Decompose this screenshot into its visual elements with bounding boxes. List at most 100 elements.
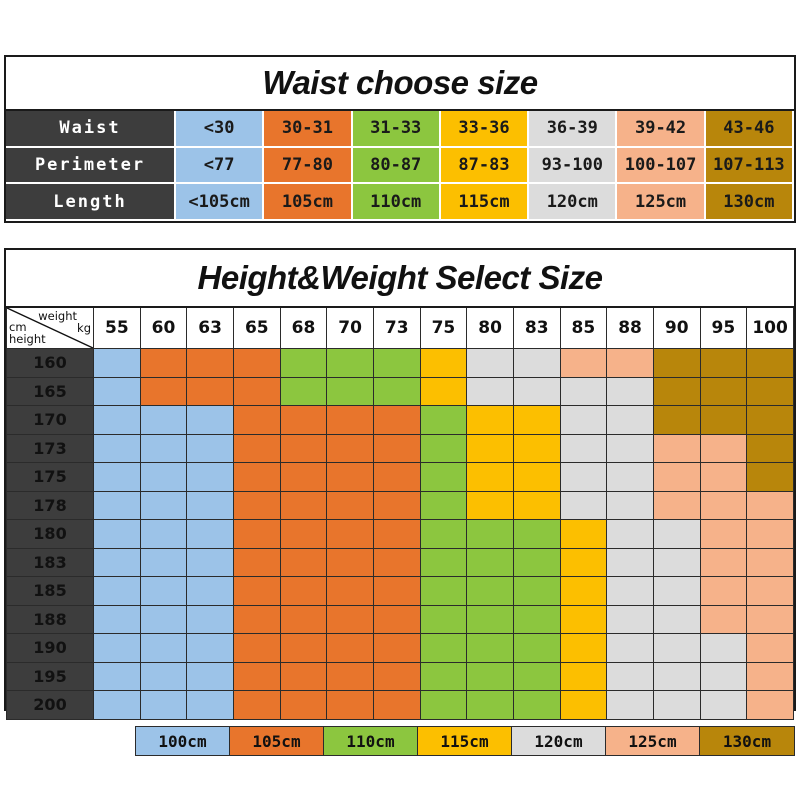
size-cell [559,661,608,691]
size-cell [699,604,748,634]
size-cell [372,547,421,577]
size-cell [139,348,188,378]
size-cell [186,604,234,634]
weight-column-header: 85 [559,306,608,349]
size-cell [699,547,748,577]
size-cell [232,433,281,463]
table-row: 165 [6,376,794,406]
weight-column-header: 83 [512,306,561,349]
size-cell [232,604,281,634]
size-cell [232,576,281,606]
waist-cell: 120cm [529,184,618,221]
size-cell [652,547,701,577]
size-cell [186,405,234,435]
size-cell [512,547,561,577]
weight-column-header: 75 [419,306,468,349]
size-cell [419,661,468,691]
size-cell [232,376,281,406]
size-cell [232,462,281,492]
size-cell [466,405,514,435]
table-row: 183 [6,547,794,577]
size-cell [326,690,374,720]
size-cell [512,376,561,406]
size-cell [606,547,654,577]
size-cell [186,661,234,691]
size-cell [279,405,328,435]
size-cell [186,633,234,663]
legend-item: 100cm [136,727,230,755]
height-row-header: 185 [6,576,94,606]
table-row: 178 [6,490,794,520]
waist-cell: <77 [176,147,265,185]
size-cell [186,690,234,720]
height-row-header: 183 [6,547,94,577]
legend-item: 130cm [700,727,794,755]
size-cell [559,519,608,549]
size-cell [652,690,701,720]
size-cell [746,633,794,663]
waist-row-header: Length [6,184,176,221]
size-legend: 100cm 105cm 110cm 115cm 120cm 125cm 130cm [135,726,795,756]
size-cell [466,519,514,549]
size-cell [606,576,654,606]
waist-cell: 87-83 [440,147,530,185]
size-cell [279,376,328,406]
size-cell [326,519,374,549]
legend-item: 115cm [418,727,512,755]
size-cell [139,661,188,691]
diagonal-divider-icon [7,308,93,348]
height-row-header: 200 [6,690,94,720]
size-cell [186,490,234,520]
size-cell [326,462,374,492]
size-cell [372,661,421,691]
size-cell [419,348,468,378]
size-cell [139,519,188,549]
size-cell [279,604,328,634]
size-cell [419,433,468,463]
size-cell [466,376,514,406]
size-cell [652,576,701,606]
size-cell [93,690,141,720]
size-cell [93,661,141,691]
waist-cell: 110cm [352,184,441,221]
size-cell [606,690,654,720]
size-cell [326,661,374,691]
size-cell [419,462,468,492]
weight-column-header: 68 [279,306,328,349]
height-row-header: 173 [6,433,94,463]
size-cell [232,519,281,549]
size-cell [186,576,234,606]
size-cell [512,348,561,378]
weight-column-header: 80 [466,306,514,349]
size-cell [139,633,188,663]
size-cell [372,633,421,663]
size-cell [232,405,281,435]
height-row-header: 170 [6,405,94,435]
size-cell [186,433,234,463]
size-cell [372,462,421,492]
size-cell [93,462,141,492]
size-cell [93,376,141,406]
height-row-header: 165 [6,376,94,406]
size-cell [326,348,374,378]
size-cell [139,490,188,520]
size-cell [699,519,748,549]
size-cell [559,462,608,492]
height-weight-table-title: Height&Weight Select Size [197,259,603,296]
size-cell [746,547,794,577]
size-cell [746,604,794,634]
size-cell [466,661,514,691]
size-cell [279,690,328,720]
size-cell [746,576,794,606]
size-cell [466,576,514,606]
weight-column-header: 90 [652,306,701,349]
size-cell [279,576,328,606]
size-cell [699,348,748,378]
weight-column-header: 88 [606,306,654,349]
size-cell [606,433,654,463]
size-cell [652,490,701,520]
size-cell [699,576,748,606]
waist-cell: 107-113 [705,147,794,185]
size-cell [139,547,188,577]
size-cell [93,547,141,577]
